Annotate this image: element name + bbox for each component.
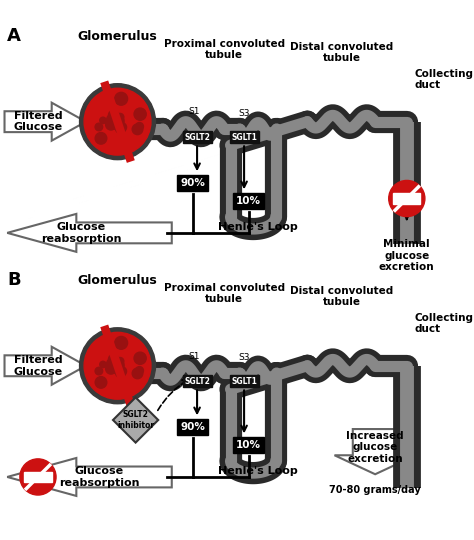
Circle shape xyxy=(95,132,107,144)
Text: Proximal convoluted
tubule: Proximal convoluted tubule xyxy=(164,39,285,60)
Circle shape xyxy=(20,459,56,495)
Bar xyxy=(24,472,52,482)
Text: Increased
glucose
excretion: Increased glucose excretion xyxy=(346,430,404,464)
Polygon shape xyxy=(7,458,172,496)
Circle shape xyxy=(106,119,116,130)
Circle shape xyxy=(111,116,118,123)
Text: Collecting
duct: Collecting duct xyxy=(414,313,473,334)
Text: Glomerulus: Glomerulus xyxy=(78,30,157,43)
Text: Henle's Loop: Henle's Loop xyxy=(218,222,298,232)
Text: SGLT2: SGLT2 xyxy=(184,132,210,141)
Text: Minimal
glucose
excretion: Minimal glucose excretion xyxy=(379,239,435,272)
Circle shape xyxy=(110,118,119,127)
Circle shape xyxy=(84,88,151,155)
Circle shape xyxy=(136,123,144,131)
Bar xyxy=(393,193,420,204)
Circle shape xyxy=(111,360,118,367)
Text: 90%: 90% xyxy=(180,178,205,188)
Text: Filtered
Glucose: Filtered Glucose xyxy=(13,355,63,376)
Circle shape xyxy=(110,362,119,372)
Text: B: B xyxy=(7,271,21,289)
Text: Collecting
duct: Collecting duct xyxy=(414,69,473,90)
Circle shape xyxy=(80,84,155,160)
Text: Filtered
Glucose: Filtered Glucose xyxy=(13,111,63,132)
Text: Proximal convoluted
tubule: Proximal convoluted tubule xyxy=(164,283,285,305)
Text: S1: S1 xyxy=(189,107,200,117)
Circle shape xyxy=(118,123,127,132)
Circle shape xyxy=(132,124,143,134)
Text: S1: S1 xyxy=(189,352,200,361)
Circle shape xyxy=(134,108,146,120)
Text: A: A xyxy=(7,27,21,45)
Circle shape xyxy=(117,113,124,121)
Circle shape xyxy=(116,368,126,377)
Circle shape xyxy=(132,368,143,379)
Text: S3: S3 xyxy=(238,109,250,118)
Text: 90%: 90% xyxy=(180,422,205,432)
Polygon shape xyxy=(335,429,416,474)
Circle shape xyxy=(111,116,118,123)
Circle shape xyxy=(117,357,124,365)
Circle shape xyxy=(116,124,126,133)
Text: SGLT1: SGLT1 xyxy=(231,132,257,141)
Circle shape xyxy=(110,359,124,372)
Circle shape xyxy=(111,362,122,374)
Text: 10%: 10% xyxy=(236,196,261,206)
Circle shape xyxy=(107,113,120,127)
Text: SGLT1: SGLT1 xyxy=(231,376,257,386)
Circle shape xyxy=(118,367,127,376)
Text: 10%: 10% xyxy=(236,440,261,450)
Text: S3: S3 xyxy=(238,353,250,362)
Circle shape xyxy=(95,367,103,375)
Circle shape xyxy=(111,360,118,367)
Circle shape xyxy=(100,117,106,124)
Circle shape xyxy=(106,363,116,374)
Circle shape xyxy=(80,328,155,404)
Circle shape xyxy=(110,114,124,128)
Circle shape xyxy=(84,332,151,399)
Text: SGLT2: SGLT2 xyxy=(184,376,210,386)
Circle shape xyxy=(107,357,120,371)
Circle shape xyxy=(115,336,128,349)
Circle shape xyxy=(136,367,144,375)
Text: Henle's Loop: Henle's Loop xyxy=(218,466,298,476)
Text: Glucose
reabsorption: Glucose reabsorption xyxy=(59,466,140,488)
Circle shape xyxy=(134,352,146,365)
Text: Distal convoluted
tubule: Distal convoluted tubule xyxy=(290,42,393,63)
Circle shape xyxy=(95,123,103,131)
Circle shape xyxy=(111,118,122,130)
Circle shape xyxy=(109,110,118,120)
Circle shape xyxy=(389,180,425,217)
Circle shape xyxy=(115,92,128,105)
Text: 70-80 grams/day: 70-80 grams/day xyxy=(329,485,421,495)
Polygon shape xyxy=(7,214,172,252)
Text: Glomerulus: Glomerulus xyxy=(78,274,157,287)
Polygon shape xyxy=(113,397,158,443)
Circle shape xyxy=(100,361,106,368)
Polygon shape xyxy=(5,103,86,140)
Text: Distal convoluted
tubule: Distal convoluted tubule xyxy=(290,286,393,307)
Polygon shape xyxy=(5,347,86,384)
Text: SGLT2
inhibitor: SGLT2 inhibitor xyxy=(117,410,154,430)
Circle shape xyxy=(95,376,107,388)
Text: Glucose
reabsorption: Glucose reabsorption xyxy=(41,222,122,244)
Circle shape xyxy=(109,354,118,364)
